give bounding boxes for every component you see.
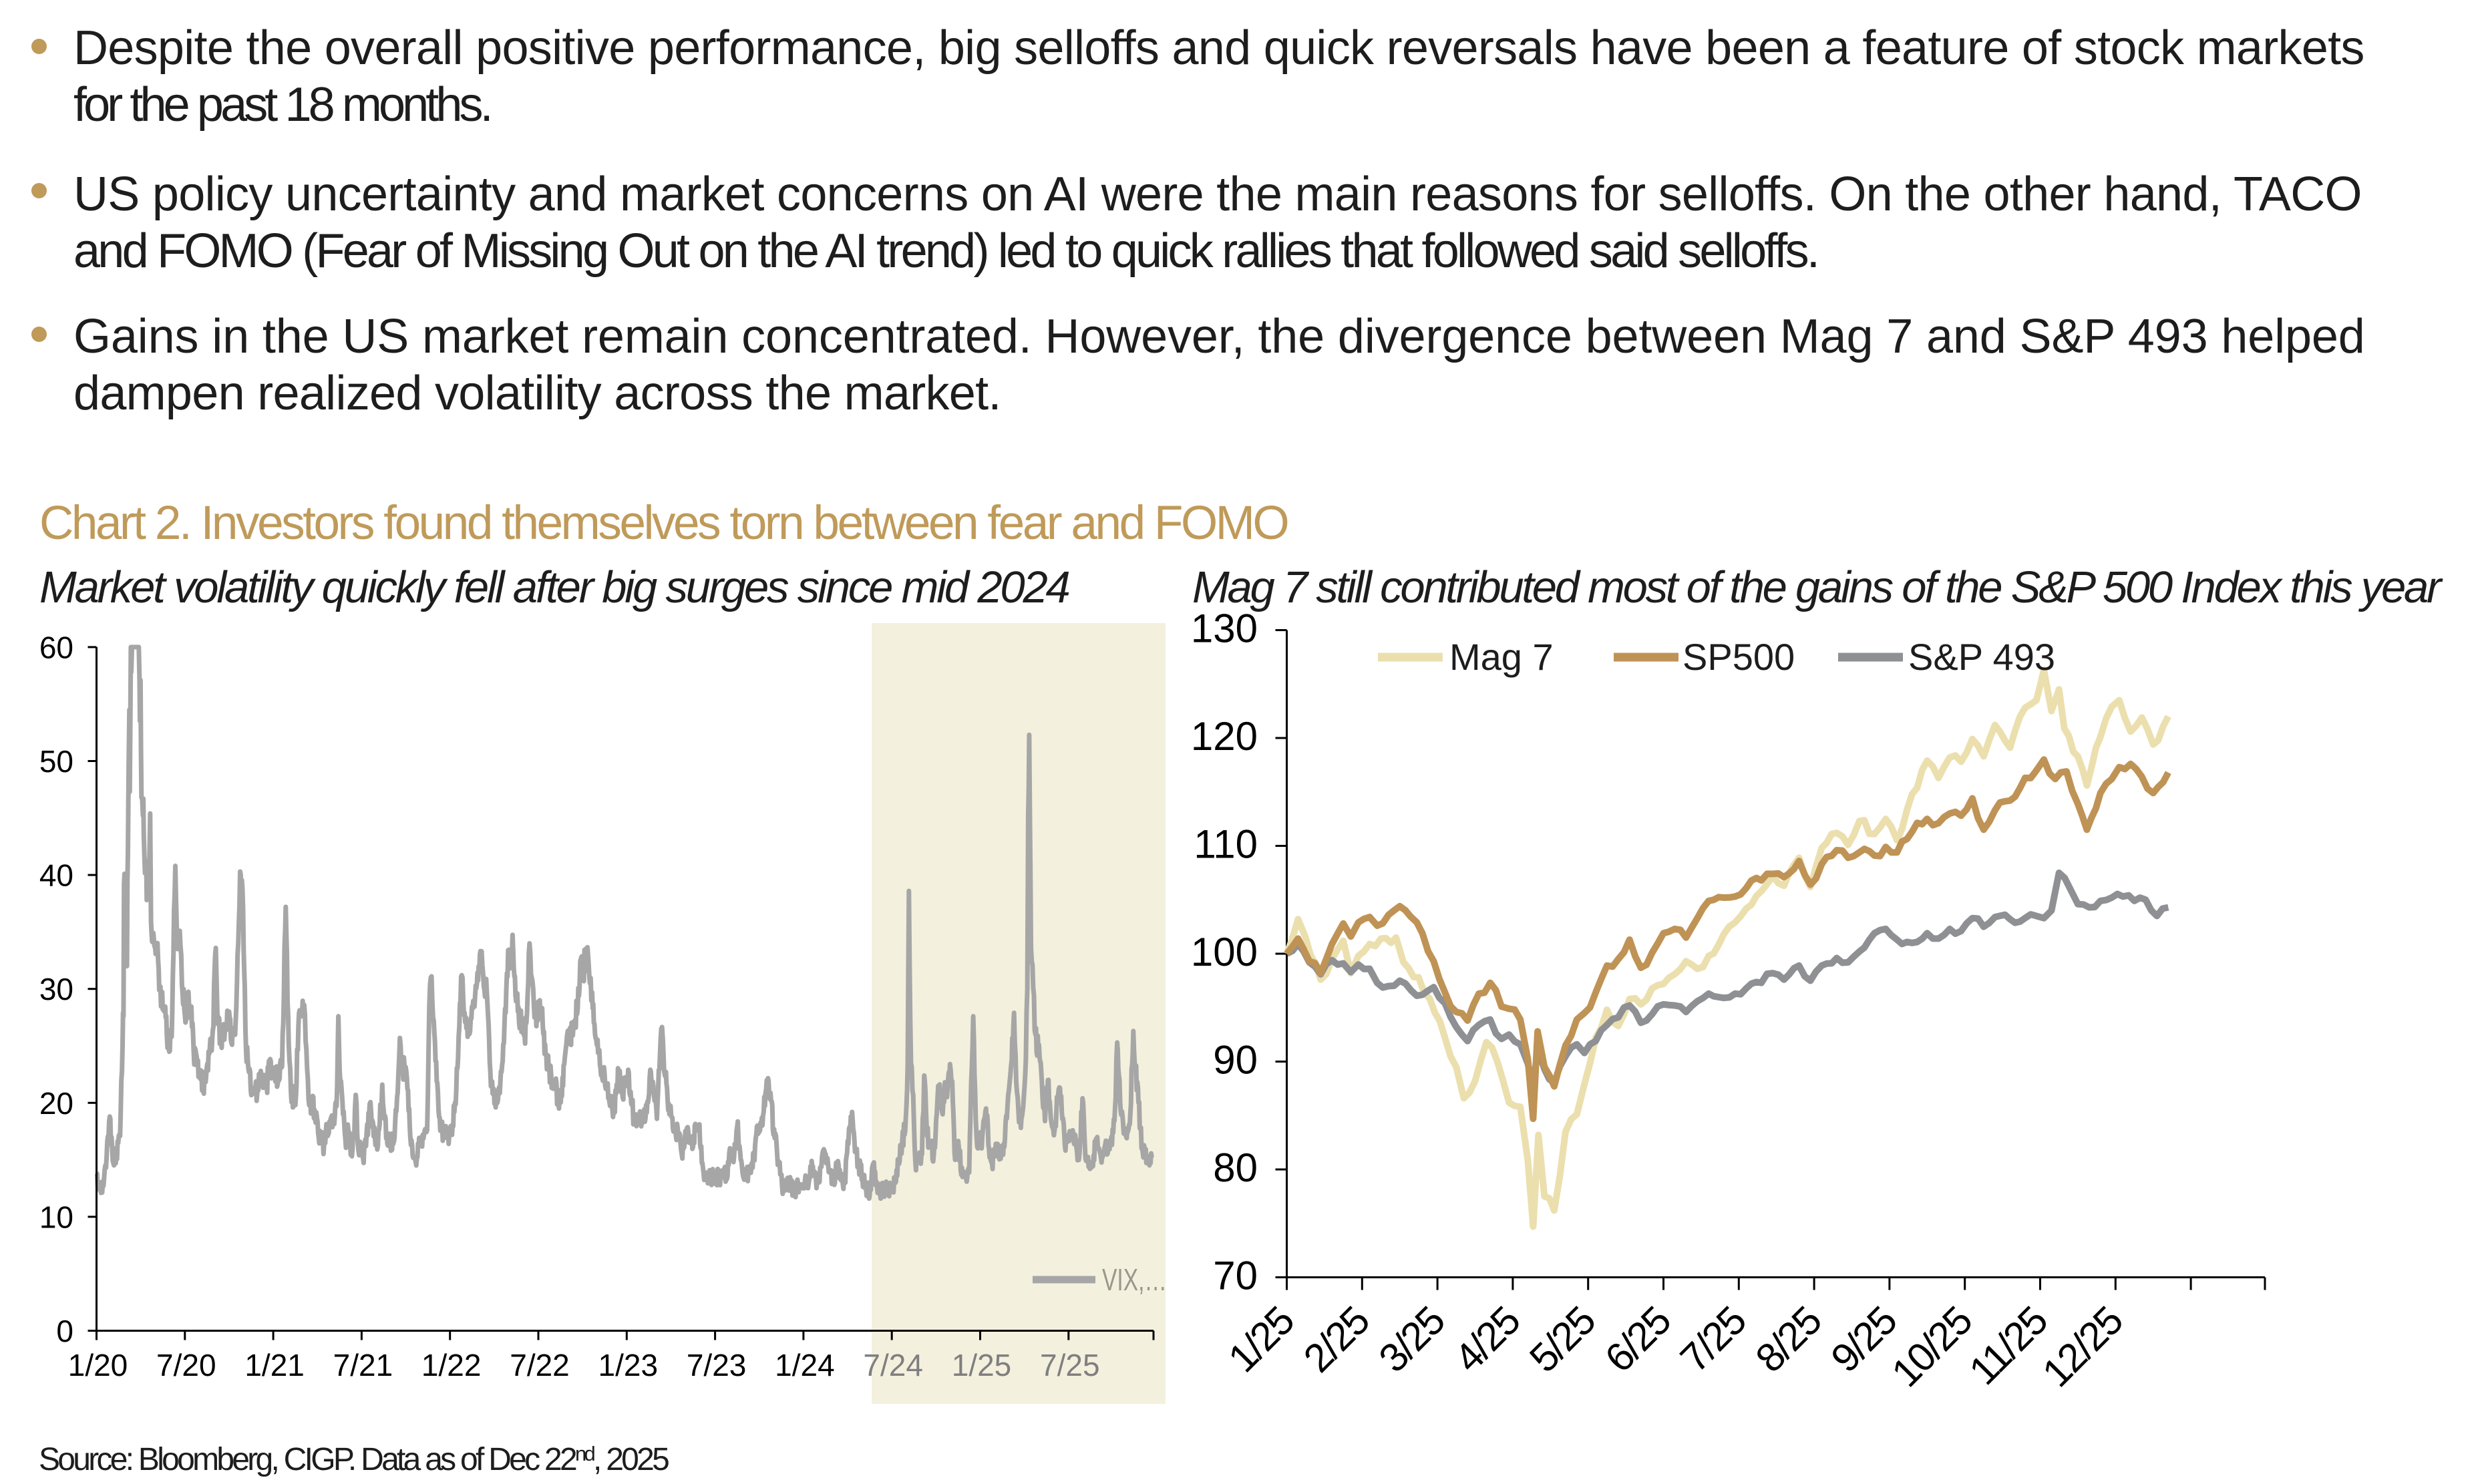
- svg-text:7/22: 7/22: [510, 1348, 570, 1382]
- svg-text:110: 110: [1194, 822, 1258, 867]
- svg-text:1/22: 1/22: [421, 1348, 482, 1382]
- svg-text:7/24: 7/24: [863, 1348, 923, 1382]
- svg-text:11/25: 11/25: [1960, 1298, 2055, 1393]
- svg-text:1/25: 1/25: [952, 1348, 1012, 1382]
- svg-text:SP500: SP500: [1682, 636, 1795, 678]
- svg-text:0: 0: [56, 1314, 73, 1348]
- svg-text:30: 30: [39, 972, 73, 1006]
- svg-text:10/25: 10/25: [1883, 1298, 1980, 1395]
- svg-text:1/23: 1/23: [598, 1348, 659, 1382]
- svg-text:5/25: 5/25: [1521, 1298, 1603, 1380]
- svg-text:50: 50: [39, 744, 73, 779]
- svg-text:1/25: 1/25: [1220, 1298, 1302, 1380]
- svg-text:7/25: 7/25: [1672, 1298, 1754, 1380]
- svg-text:100: 100: [1191, 930, 1258, 974]
- svg-text:12/25: 12/25: [2034, 1298, 2131, 1395]
- svg-text:10: 10: [39, 1199, 73, 1234]
- svg-text:1/20: 1/20: [68, 1348, 128, 1382]
- svg-text:90: 90: [1213, 1038, 1258, 1083]
- svg-text:VIX,…: VIX,…: [1102, 1262, 1167, 1297]
- svg-text:3/25: 3/25: [1371, 1298, 1453, 1380]
- svg-text:2/25: 2/25: [1295, 1298, 1377, 1380]
- svg-text:60: 60: [39, 630, 73, 665]
- svg-text:120: 120: [1191, 714, 1258, 759]
- svg-text:20: 20: [39, 1086, 73, 1121]
- svg-text:6/25: 6/25: [1596, 1298, 1678, 1380]
- svg-text:8/25: 8/25: [1747, 1298, 1829, 1380]
- svg-text:S&P 493: S&P 493: [1908, 636, 2055, 678]
- svg-text:4/25: 4/25: [1445, 1298, 1528, 1380]
- svg-text:7/20: 7/20: [156, 1348, 216, 1382]
- svg-text:Mag 7: Mag 7: [1449, 636, 1554, 678]
- svg-text:7/23: 7/23: [687, 1348, 747, 1382]
- svg-text:80: 80: [1213, 1145, 1258, 1190]
- svg-text:40: 40: [39, 858, 73, 893]
- svg-text:70: 70: [1213, 1254, 1258, 1298]
- svg-text:1/24: 1/24: [775, 1348, 835, 1382]
- svg-text:130: 130: [1191, 606, 1258, 651]
- svg-text:7/25: 7/25: [1040, 1348, 1100, 1382]
- svg-text:1/21: 1/21: [244, 1348, 305, 1382]
- svg-text:7/21: 7/21: [333, 1348, 393, 1382]
